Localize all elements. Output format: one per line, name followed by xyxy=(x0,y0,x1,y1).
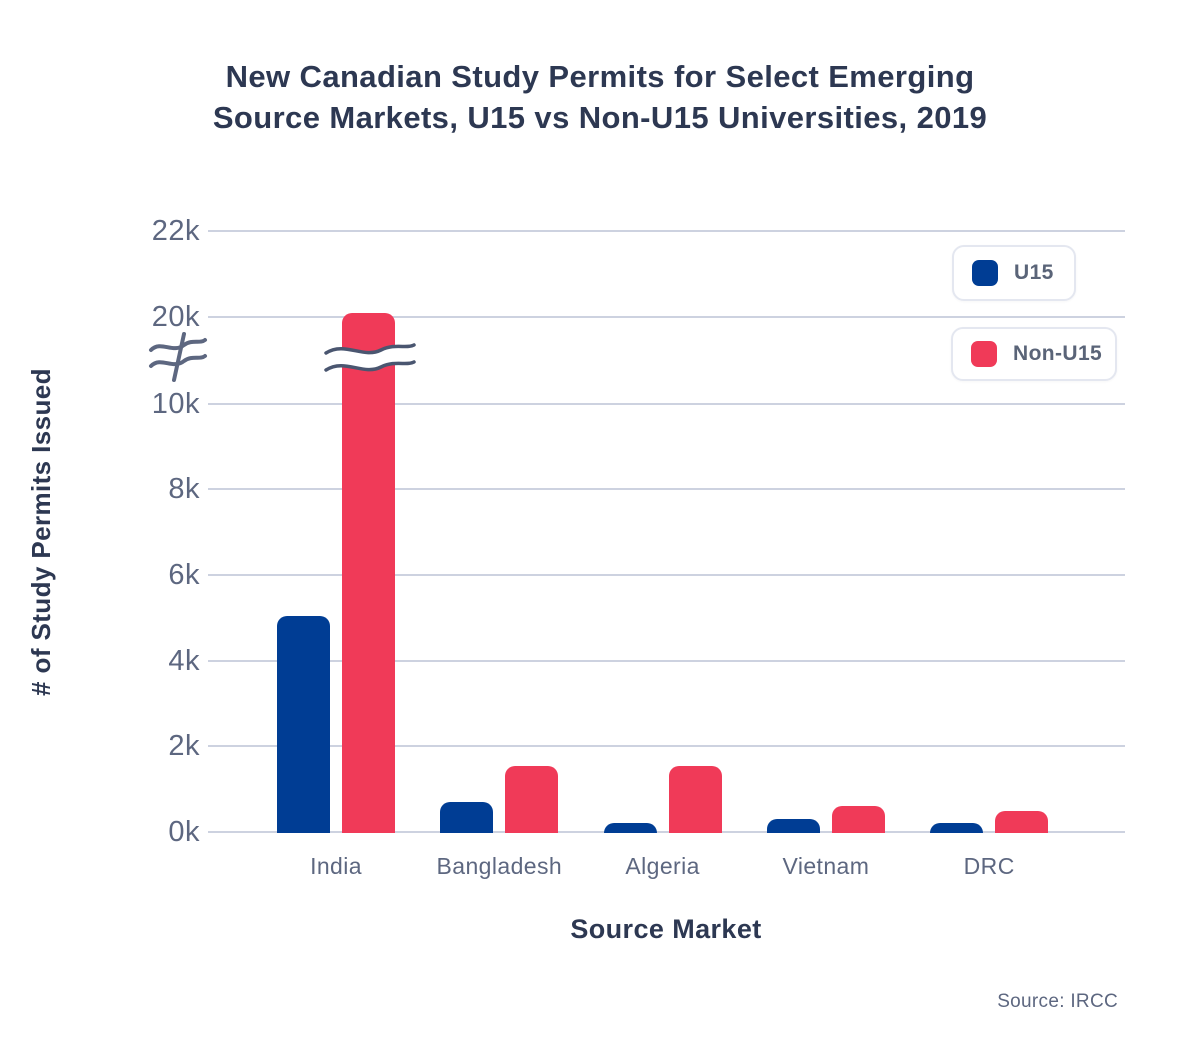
bar-india-u15 xyxy=(277,615,330,833)
bar-drc-u15 xyxy=(930,823,984,833)
gridline-22k xyxy=(208,230,1125,233)
gridline-4k xyxy=(208,659,1125,662)
y-tick-8k: 8k xyxy=(168,473,200,506)
y-tick-20k: 20k xyxy=(151,301,200,333)
gridline-6k xyxy=(208,573,1125,576)
gridline-8k xyxy=(208,488,1125,491)
y-tick-4k: 4k xyxy=(168,644,200,677)
bar-drc-non-u15 xyxy=(995,810,1049,833)
y-axis-title: # of Study Permits Issued xyxy=(26,368,56,696)
y-tick-6k: 6k xyxy=(168,558,200,591)
bar-vietnam-non-u15 xyxy=(831,806,885,833)
x-label-drc: DRC xyxy=(963,853,1015,879)
bar-algeria-non-u15 xyxy=(668,765,722,833)
x-label-india: India xyxy=(310,853,362,879)
bar-bangladesh-u15 xyxy=(440,802,494,833)
legend-item-non-u15[interactable]: Non-U15 xyxy=(951,327,1117,381)
u15-swatch-icon xyxy=(972,260,998,286)
gridline-20k xyxy=(208,316,1125,318)
x-axis-title: Source Market xyxy=(570,914,762,944)
y-tick-10k: 10k xyxy=(151,387,200,420)
non-u15-swatch-icon xyxy=(971,341,997,367)
y-tick-2k: 2k xyxy=(168,730,200,763)
x-label-algeria: Algeria xyxy=(625,853,700,879)
bar-bangladesh-non-u15 xyxy=(505,765,559,833)
bar-vietnam-u15 xyxy=(766,819,820,833)
chart-title-line2: Source Markets, U15 vs Non-U15 Universit… xyxy=(212,100,988,135)
gridline-0k xyxy=(208,831,1125,833)
y-tick-0k: 0k xyxy=(168,816,200,848)
bar-india-non-u15 xyxy=(342,312,395,833)
legend-item-u15[interactable]: U15 xyxy=(952,245,1076,301)
source-credit: Source: IRCC xyxy=(997,991,1118,1012)
x-label-vietnam: Vietnam xyxy=(782,853,870,879)
chart-title: New Canadian Study Permits for Select Em… xyxy=(0,56,1200,138)
gridline-10k xyxy=(208,402,1125,405)
gridline-2k xyxy=(208,745,1125,748)
x-label-bangladesh: Bangladesh xyxy=(436,853,563,879)
chart-title-line1: New Canadian Study Permits for Select Em… xyxy=(225,59,975,94)
legend-label-u15: U15 xyxy=(1014,261,1054,284)
legend-label-non-u15: Non-U15 xyxy=(1013,342,1103,365)
y-tick-22k: 22k xyxy=(151,215,200,248)
bar-break-icon xyxy=(323,343,417,372)
bar-algeria-u15 xyxy=(603,823,657,833)
y-axis-break-icon xyxy=(149,332,207,382)
